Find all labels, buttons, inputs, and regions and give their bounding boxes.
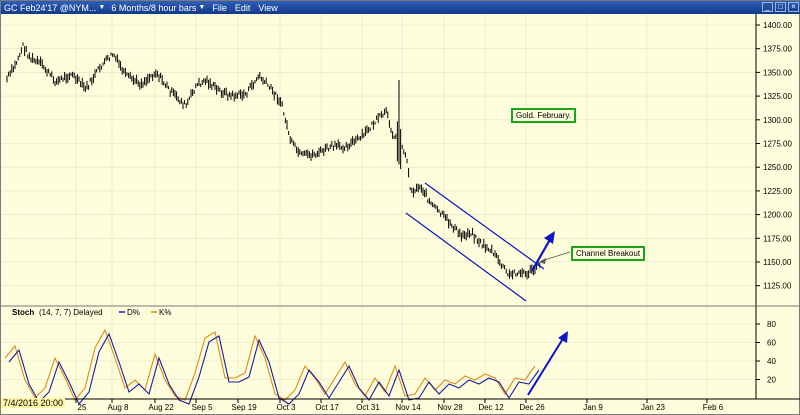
price-bars bbox=[6, 42, 541, 280]
time-tick-label: Feb 6 bbox=[703, 403, 724, 412]
breakout-pointer bbox=[539, 251, 571, 264]
interval-label: 6 Months/8 hour bars bbox=[111, 2, 197, 13]
price-chart[interactable]: 1400.00 1375.00 1350.00 1325.00 1300.00 1275.… bbox=[1, 14, 800, 415]
time-axis-start-label: 7/4/2016 20:00 bbox=[1, 398, 66, 408]
stoch-tick-label: 80 bbox=[767, 320, 776, 329]
stoch-d-line bbox=[8, 332, 540, 406]
stoch-d-label: D% bbox=[127, 308, 140, 317]
stoch-tick-label: 40 bbox=[767, 357, 776, 366]
chevron-down-icon[interactable]: ▼ bbox=[98, 4, 106, 11]
menu-view[interactable]: View bbox=[258, 2, 278, 13]
price-tick-label: 1150.00 bbox=[763, 258, 792, 267]
stoch-title: Stoch bbox=[12, 308, 34, 317]
price-tick-label: 1375.00 bbox=[763, 45, 792, 54]
price-tick-label: 1300.00 bbox=[763, 116, 792, 125]
channel-breakout-annotation[interactable]: Channel Breakout bbox=[571, 246, 646, 261]
menu-file[interactable]: File bbox=[212, 2, 227, 13]
stoch-tick-label: 60 bbox=[767, 339, 776, 348]
downtrend-channel bbox=[405, 182, 545, 302]
price-tick-label: 1325.00 bbox=[763, 92, 792, 101]
channel-upper-line bbox=[424, 182, 545, 270]
stoch-k-line bbox=[4, 328, 536, 402]
stoch-axis: 80 60 40 20 bbox=[756, 320, 776, 385]
time-tick-label: Jan 23 bbox=[641, 403, 666, 412]
interval-selector[interactable]: 6 Months/8 hour bars ▼ bbox=[108, 1, 208, 14]
channel-lower-line bbox=[405, 212, 527, 302]
time-tick-label: 25 bbox=[78, 403, 87, 412]
window-controls: _ □ × bbox=[762, 2, 799, 12]
close-icon[interactable]: × bbox=[788, 2, 799, 12]
time-tick-label: Oct 31 bbox=[356, 403, 380, 412]
price-tick-label: 1200.00 bbox=[763, 211, 792, 220]
stoch-k-label: K% bbox=[159, 308, 171, 317]
chart-grid bbox=[1, 14, 756, 399]
title-bar[interactable]: GC Feb24'17 @NYM... ▼ 6 Months/8 hour ba… bbox=[1, 1, 800, 14]
time-tick-label: Jan 9 bbox=[583, 403, 603, 412]
price-tick-label: 1400.00 bbox=[763, 21, 792, 30]
time-tick-label: Oct 17 bbox=[315, 403, 339, 412]
menu-edit[interactable]: Edit bbox=[234, 2, 251, 13]
time-tick-label: Oct 3 bbox=[276, 403, 296, 412]
time-tick-label: Sep 5 bbox=[192, 403, 213, 412]
chevron-down-icon[interactable]: ▼ bbox=[198, 4, 206, 11]
symbol-label: GC Feb24'17 @NYM... bbox=[4, 2, 97, 13]
minimize-icon[interactable]: _ bbox=[762, 2, 773, 12]
price-tick-label: 1125.00 bbox=[763, 282, 792, 291]
stoch-grid bbox=[1, 323, 756, 380]
time-tick-label: Dec 12 bbox=[478, 403, 504, 412]
time-tick-label: Nov 14 bbox=[395, 403, 421, 412]
price-tick-label: 1350.00 bbox=[763, 68, 792, 77]
stoch-up-arrow bbox=[527, 331, 568, 396]
stoch-tick-label: 20 bbox=[767, 376, 776, 385]
price-tick-label: 1225.00 bbox=[763, 187, 792, 196]
time-tick-label: Aug 22 bbox=[148, 403, 174, 412]
price-tick-label: 1175.00 bbox=[763, 234, 792, 243]
time-tick-label: Dec 26 bbox=[519, 403, 545, 412]
maximize-icon[interactable]: □ bbox=[775, 2, 786, 12]
price-axis: 1400.00 1375.00 1350.00 1325.00 1300.00 1275.… bbox=[756, 21, 792, 291]
chart-title-annotation[interactable]: Gold. February. bbox=[511, 108, 576, 123]
time-axis: 25 Aug 8 Aug 22 Sep 5 Sep 19 Oct 3 Oct 17 Oct 3… bbox=[75, 399, 724, 412]
time-tick-label: Aug 8 bbox=[108, 403, 129, 412]
stoch-header: Stoch (14, 7, 7) Delayed D% K% bbox=[12, 308, 171, 317]
price-tick-label: 1275.00 bbox=[763, 140, 792, 149]
stoch-params: (14, 7, 7) Delayed bbox=[39, 308, 103, 317]
symbol-selector[interactable]: GC Feb24'17 @NYM... ▼ bbox=[1, 1, 108, 14]
price-tick-label: 1250.00 bbox=[763, 163, 792, 172]
breakout-arrow bbox=[531, 231, 555, 272]
time-tick-label: Nov 28 bbox=[437, 403, 463, 412]
time-tick-label: Sep 19 bbox=[231, 403, 257, 412]
